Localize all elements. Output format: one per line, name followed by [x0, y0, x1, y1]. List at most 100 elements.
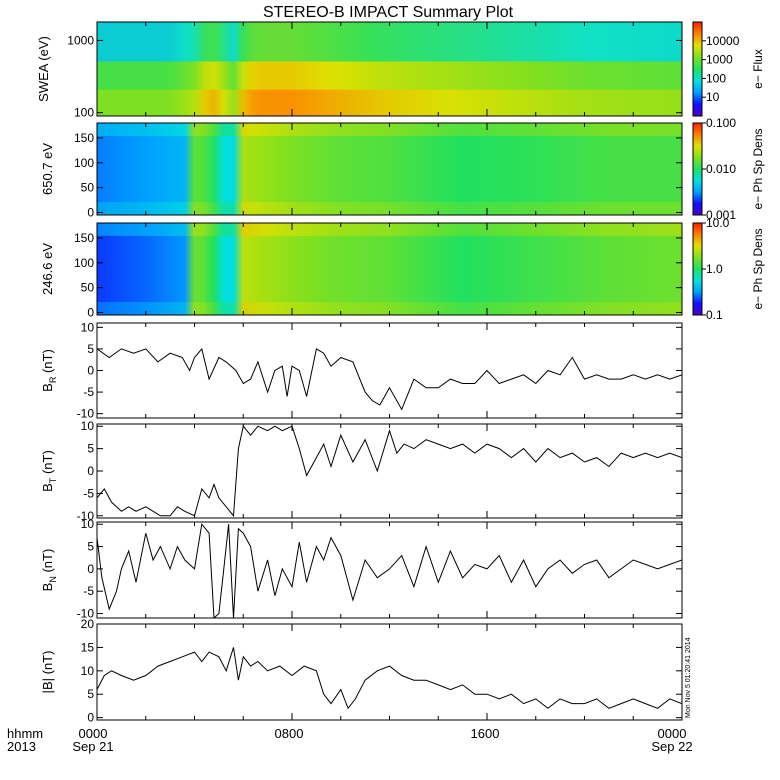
hhmm-label: hhmm: [7, 726, 43, 741]
y-tick-label: 50: [81, 181, 95, 195]
y-tick-label: 100: [74, 106, 94, 120]
y-tick-label: 100: [74, 256, 94, 270]
heatmap-panel-2: 150 100 50 0 650.7 eV 0.100 0.010 0.001 e− Ph Sp…: [40, 116, 765, 222]
colorbar-tick-label: 10: [706, 90, 720, 104]
time-axis-footer: hhmm 2013 0000 0800 1600 0000 Sep 21 Sep…: [7, 637, 693, 754]
y-axis-label-unit: (nT): [40, 549, 55, 576]
y-axis-label-subscript: R: [48, 376, 58, 383]
colorbar-strip: [692, 21, 703, 117]
y-axis-label-main: B: [40, 483, 55, 492]
time-tick-label: 0000: [79, 726, 108, 741]
y-tick-label: 0: [87, 306, 94, 320]
series-line: [97, 647, 682, 710]
y-axis-label-subscript: T: [48, 477, 58, 483]
y-axis-label: BN (nT): [40, 549, 58, 592]
x-ticks: [96, 223, 683, 315]
series-line: [97, 347, 682, 411]
plot-title: STEREO-B IMPACT Summary Plot: [263, 4, 514, 21]
heatmap-panel-1: 1000 100 SWEA (eV) 10000 1000 100 10 e− Flux: [36, 21, 765, 120]
heatmap-body: [97, 223, 682, 315]
y-tick-label: -10: [77, 607, 95, 621]
y-axis-label-main: |B|: [40, 678, 55, 693]
y-axis-label: 246.6 eV: [40, 243, 55, 295]
line-panel-6: 10 5 0 -5 -10 BN (nT): [40, 517, 683, 621]
panel-frame: [96, 623, 683, 721]
panel-frame: [96, 423, 683, 519]
colorbar-tick-label: 0.010: [706, 162, 736, 176]
y-tick-label: -10: [77, 407, 95, 421]
y-axis-label: SWEA (eV): [36, 36, 51, 102]
y-tick-label: 5: [87, 687, 94, 701]
x-ticks: [96, 123, 683, 215]
y-axis-label: 650.7 eV: [40, 143, 55, 195]
y-tick-label: 50: [81, 281, 95, 295]
y-tick-label: 0: [87, 711, 94, 725]
colorbar-label: e− Ph Sp Dens: [751, 228, 765, 309]
y-tick-label: 100: [74, 156, 94, 170]
line-panel-4: 10 5 0 -5 -10 BR (nT): [40, 320, 683, 421]
y-tick-label: 20: [81, 617, 95, 631]
heatmap-high-energy-band: [97, 22, 682, 62]
line-panel-5: 10 5 0 -5 -10 BT (nT): [40, 419, 683, 523]
panel-frame: [96, 521, 683, 619]
x-ticks: [96, 522, 683, 618]
date-tick-label: Sep 22: [651, 739, 692, 754]
y-tick-label: 5: [87, 342, 94, 356]
colorbar-tick-label: 10000: [706, 34, 740, 48]
colorbar-label: e− Flux: [751, 49, 765, 89]
panel-frame: [96, 322, 683, 419]
x-ticks: [96, 424, 683, 518]
colorbar-strip: [692, 222, 703, 316]
colorbar-tick-label: 100: [706, 71, 726, 85]
y-tick-label: 10: [81, 320, 95, 334]
y-tick-label: 0: [87, 562, 94, 576]
y-tick-label: 5: [87, 442, 94, 456]
y-axis-label: |B| (nT): [40, 651, 55, 694]
colorbar-strip: [692, 122, 703, 216]
y-tick-label: 10: [81, 664, 95, 678]
y-axis-label-unit: (nT): [40, 450, 55, 477]
heatmap-body: [97, 123, 682, 215]
colorbar-tick-label: 0.100: [706, 116, 736, 130]
line-panel-7: 20 15 10 5 0 |B| (nT): [40, 617, 683, 725]
date-tick-label: Sep 21: [72, 739, 113, 754]
y-tick-label: 10: [81, 419, 95, 433]
time-tick-label: 0000: [658, 726, 687, 741]
heatmap-panel-3: 150 100 50 0 246.6 eV 10.0 1.0 0.1 e− Ph Sp Dens: [40, 216, 765, 322]
year-label: 2013: [7, 739, 36, 754]
colorbar-tick-label: 1.0: [706, 262, 723, 276]
y-tick-label: 150: [74, 231, 94, 245]
colorbar: 10.0 1.0 0.1 e− Ph Sp Dens: [692, 216, 765, 322]
y-tick-label: -5: [83, 584, 94, 598]
y-tick-label: -5: [83, 385, 94, 399]
y-tick-label: 5: [87, 540, 94, 554]
y-axis-label: BT (nT): [40, 450, 58, 492]
y-tick-label: 0: [87, 206, 94, 220]
y-axis-label-main: B: [40, 583, 55, 592]
y-axis-label-subscript: N: [48, 576, 58, 583]
colorbar-tick-label: 1000: [706, 53, 733, 67]
y-axis-label-unit: (nT): [40, 349, 55, 376]
heatmap-low-energy-band: [97, 89, 682, 116]
time-tick-label: 1600: [471, 726, 500, 741]
y-axis-label-main: B: [40, 383, 55, 392]
x-ticks: [96, 323, 683, 418]
y-tick-label: 15: [81, 640, 95, 654]
series-line: [97, 523, 682, 618]
y-tick-label: -10: [77, 509, 95, 523]
y-tick-label: 150: [74, 131, 94, 145]
y-tick-label: -5: [83, 486, 94, 500]
colorbar-tick-label: 0.1: [706, 308, 723, 322]
colorbar-tick-label: 10.0: [706, 216, 730, 230]
x-ticks: [96, 22, 683, 116]
timestamp-stamp: Mon Nov 5 01:20:41 2014: [685, 637, 692, 718]
colorbar: 10000 1000 100 10 e− Flux: [692, 21, 765, 117]
y-axis-label-unit: (nT): [40, 651, 55, 678]
colorbar-label: e− Ph Sp Dens: [751, 128, 765, 209]
colorbar: 0.100 0.010 0.001 e− Ph Sp Dens: [692, 116, 765, 222]
colorbar-tick-label: 0.001: [706, 208, 736, 222]
y-tick-label: 1000: [67, 33, 94, 47]
y-tick-label: 10: [81, 517, 95, 531]
y-axis-label: BR (nT): [40, 349, 58, 392]
